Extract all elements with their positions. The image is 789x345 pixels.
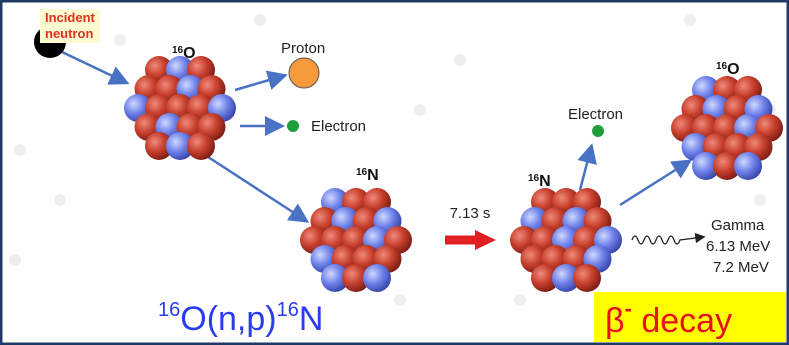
dot — [394, 294, 406, 306]
nucleon — [187, 132, 215, 160]
dot — [454, 54, 466, 66]
reaction-part: O(n,p) — [180, 300, 276, 338]
mass-number: 16 — [172, 45, 184, 56]
mass-number: 16 — [356, 167, 368, 178]
electron-label: Electron — [568, 106, 623, 123]
half-life: 7.13 s — [450, 205, 491, 222]
nucleon — [363, 264, 391, 292]
gamma-label: Gamma — [711, 217, 765, 234]
reaction-equation: 16O(n,p)16N — [158, 299, 323, 338]
gamma-energy: 7.2 MeV — [713, 259, 769, 276]
dot — [254, 14, 266, 26]
element-symbol: N — [539, 173, 551, 190]
gamma-energy: 6.13 MeV — [706, 238, 770, 255]
element-symbol: O — [183, 45, 195, 62]
electron — [287, 120, 299, 132]
dot — [414, 104, 426, 116]
element-symbol: O — [727, 61, 739, 78]
nucleon — [734, 152, 762, 180]
dot — [54, 194, 66, 206]
mass-number: 16 — [158, 299, 180, 321]
dot — [684, 14, 696, 26]
beta-symbol: β — [605, 302, 625, 340]
proton-label: Proton — [281, 40, 325, 57]
dot — [754, 194, 766, 206]
neutron-label: neutron — [45, 26, 93, 41]
electron — [592, 125, 604, 137]
mass-number: 16 — [528, 173, 540, 184]
decay-word: decay — [632, 302, 732, 340]
element-symbol: N — [367, 167, 379, 184]
dot — [9, 254, 21, 266]
mass-number: 16 — [716, 61, 728, 72]
charge: - — [625, 296, 632, 321]
dot — [514, 294, 526, 306]
diagram: Incident neutron Proton Electron Electro… — [0, 0, 789, 345]
decay-label: β- decay — [605, 296, 732, 340]
mass-number: 16 — [277, 299, 299, 321]
nucleon — [573, 264, 601, 292]
neutron-label: Incident — [45, 10, 96, 25]
electron-label: Electron — [311, 118, 366, 135]
reaction-part: N — [299, 300, 324, 338]
proton — [289, 58, 319, 88]
dot — [14, 144, 26, 156]
dot — [114, 34, 126, 46]
